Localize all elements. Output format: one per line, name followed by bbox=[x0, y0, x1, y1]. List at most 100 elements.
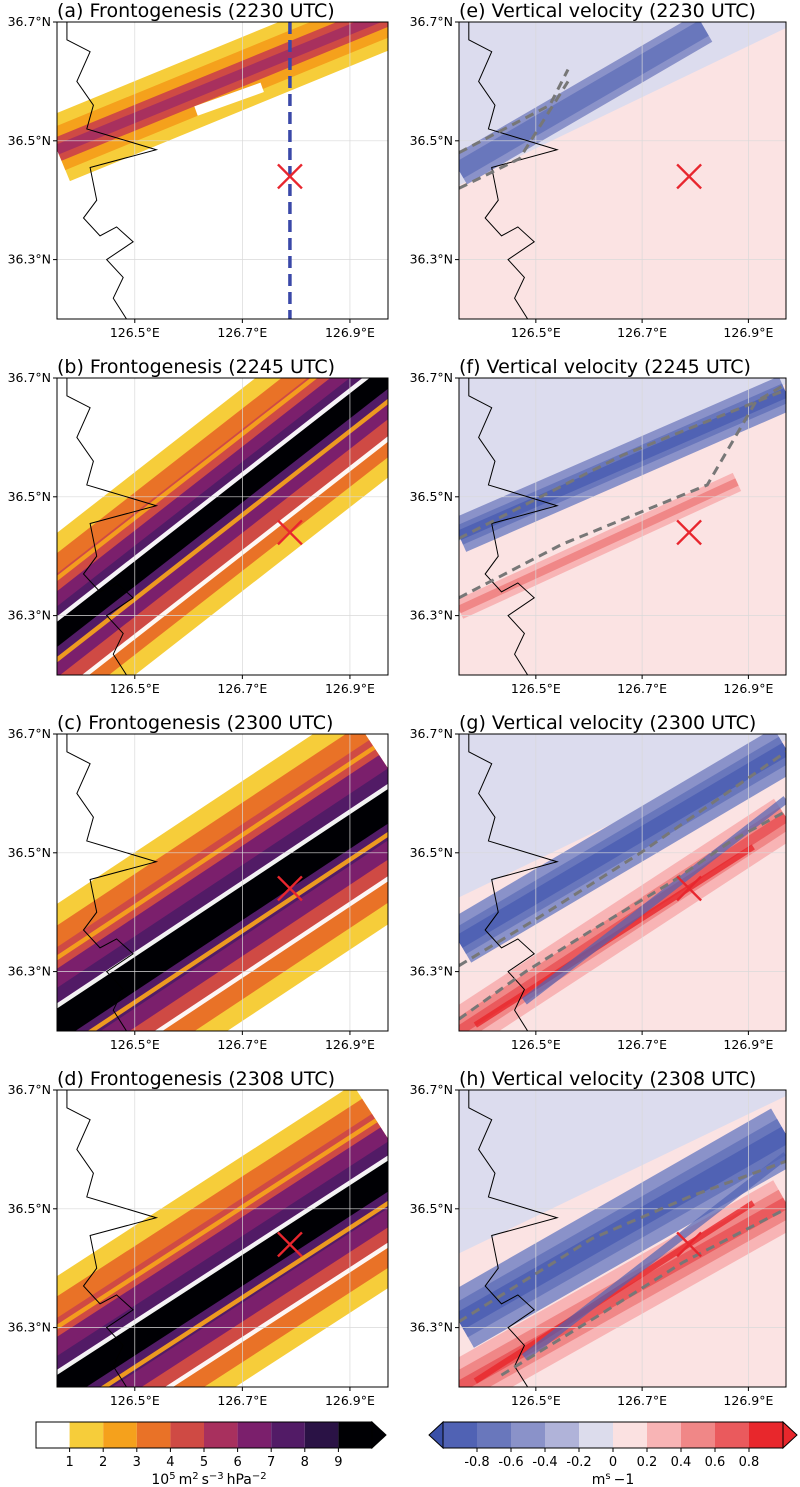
colorbar-swatch bbox=[579, 1422, 613, 1448]
x-tick-label: 126.9°E bbox=[723, 681, 773, 696]
x-tick-label: 126.9°E bbox=[325, 681, 375, 696]
colorbar-tick-label: 6 bbox=[233, 1455, 241, 1470]
x-tick-label: 126.9°E bbox=[325, 1037, 375, 1052]
y-tick-label: 36.7°N bbox=[410, 370, 453, 385]
colorbar-swatch bbox=[511, 1422, 545, 1448]
y-tick-label: 36.7°N bbox=[410, 726, 453, 741]
coastline bbox=[66, 1090, 159, 1387]
colorbar-tick-label: 7 bbox=[267, 1455, 275, 1470]
coastline bbox=[66, 734, 159, 1031]
front-line bbox=[459, 382, 786, 600]
colorbar-swatch bbox=[443, 1422, 477, 1448]
y-tick-label: 36.7°N bbox=[8, 1082, 51, 1097]
colorbar-swatch bbox=[715, 1422, 749, 1448]
y-tick-label: 36.3°N bbox=[8, 252, 51, 267]
axes-frame bbox=[458, 21, 787, 320]
y-tick-label: 36.5°N bbox=[410, 133, 453, 148]
front-line bbox=[459, 80, 570, 190]
plot-area-h bbox=[459, 1090, 786, 1387]
axes-frame bbox=[56, 377, 389, 676]
site-marker bbox=[676, 1231, 702, 1258]
panel-title: (a) Frontogenesis (2230 UTC) bbox=[57, 0, 335, 22]
panel-title: (e) Vertical velocity (2230 UTC) bbox=[459, 0, 756, 22]
coastline bbox=[468, 378, 559, 675]
front-line bbox=[459, 388, 786, 540]
colorbar-extend-arrow bbox=[782, 1420, 798, 1450]
colorbar-tick-label: 1 bbox=[65, 1455, 73, 1470]
plot-area-a bbox=[57, 22, 388, 319]
colorbar-tick-label: 0.8 bbox=[739, 1455, 760, 1470]
colorbar-swatch bbox=[681, 1422, 715, 1448]
panel-g: (g) Vertical velocity (2300 UTC) 36.7°N 36… bbox=[410, 712, 787, 1052]
colorbar-tick-label: 0.4 bbox=[671, 1455, 692, 1470]
x-tick-label: 126.5°E bbox=[511, 1393, 561, 1408]
colorbar-swatch bbox=[237, 1422, 272, 1448]
colorbar-extend-arrow bbox=[428, 1420, 444, 1450]
y-tick-label: 36.3°N bbox=[8, 608, 51, 623]
panel-h: (h) Vertical velocity (2308 UTC) 36.7°N 36… bbox=[410, 1068, 787, 1408]
coastline bbox=[468, 734, 559, 1031]
y-tick-label: 36.7°N bbox=[410, 14, 453, 29]
colorbar-extend-arrow bbox=[371, 1420, 387, 1450]
x-tick-label: 126.7°E bbox=[617, 1393, 667, 1408]
colorbar-tick-label: 0.2 bbox=[637, 1455, 658, 1470]
colorbar-tick-label: 0.6 bbox=[705, 1455, 726, 1470]
x-tick-label: 126.9°E bbox=[723, 1037, 773, 1052]
x-tick-label: 126.9°E bbox=[325, 325, 375, 340]
colorbar-swatch bbox=[613, 1422, 647, 1448]
colorbar-swatch bbox=[749, 1422, 783, 1448]
y-tick-label: 36.3°N bbox=[8, 964, 51, 979]
plot-area-d bbox=[57, 1090, 388, 1387]
colorbar-swatch bbox=[36, 1422, 70, 1448]
x-tick-label: 126.7°E bbox=[617, 681, 667, 696]
front-line bbox=[459, 809, 786, 1021]
y-tick-label: 36.7°N bbox=[8, 14, 51, 29]
colorbar-tick-label: 9 bbox=[334, 1455, 342, 1470]
y-tick-label: 36.3°N bbox=[410, 964, 453, 979]
colorbar-vertical-velocity: -0.8 -0.6 -0.4 -0.2 0 0.2 0.4 0.6 0.8 ms −1 bbox=[428, 1420, 798, 1487]
axes-frame bbox=[458, 377, 787, 676]
x-tick-label: 126.9°E bbox=[325, 1393, 375, 1408]
colorbar-swatch bbox=[170, 1422, 204, 1448]
plot-area-g bbox=[459, 734, 786, 1031]
panel-f: (f) Vertical velocity (2245 UTC) 36.7°N 36… bbox=[410, 356, 787, 696]
colorbar-tick-label: 3 bbox=[133, 1455, 141, 1470]
x-tick-label: 126.7°E bbox=[617, 1037, 667, 1052]
colorbar-swatch bbox=[103, 1422, 137, 1448]
panel-title: (b) Frontogenesis (2245 UTC) bbox=[57, 356, 335, 378]
front-line bbox=[459, 1159, 786, 1323]
panel-b: (b) Frontogenesis (2245 UTC) 36.7°N 36.5°N… bbox=[8, 356, 389, 696]
x-tick-label: 126.5°E bbox=[110, 1037, 160, 1052]
colorbar-swatch bbox=[271, 1422, 305, 1448]
colorbar-swatch bbox=[647, 1422, 681, 1448]
site-marker bbox=[277, 875, 303, 902]
x-tick-label: 126.7°E bbox=[617, 325, 667, 340]
y-tick-label: 36.7°N bbox=[8, 726, 51, 741]
site-marker bbox=[676, 875, 702, 902]
front-line bbox=[459, 68, 570, 155]
y-tick-label: 36.5°N bbox=[8, 845, 51, 860]
coastline bbox=[468, 1090, 559, 1387]
y-tick-label: 36.3°N bbox=[410, 608, 453, 623]
front-line bbox=[500, 1207, 786, 1377]
y-tick-label: 36.3°N bbox=[410, 252, 453, 267]
y-tick-label: 36.5°N bbox=[8, 133, 51, 148]
colorbar-frontogenesis: 1 2 3 4 5 6 7 8 9 105 m2 s−3 hPa−2 bbox=[35, 1420, 387, 1487]
axes-frame bbox=[56, 21, 389, 320]
colorbar-tick-label: 4 bbox=[166, 1455, 174, 1470]
plot-area-f bbox=[459, 378, 786, 675]
colorbar-swatch bbox=[69, 1422, 104, 1448]
plot-area-c bbox=[57, 734, 388, 1031]
panel-title: (d) Frontogenesis (2308 UTC) bbox=[57, 1068, 335, 1090]
x-tick-label: 126.7°E bbox=[217, 681, 267, 696]
site-marker bbox=[676, 163, 702, 190]
y-tick-label: 36.5°N bbox=[8, 1201, 51, 1216]
x-tick-label: 126.5°E bbox=[511, 325, 561, 340]
colorbar-units-label: 105 m2 s−3 hPa−2 bbox=[151, 1471, 266, 1487]
site-marker bbox=[277, 1231, 303, 1258]
colorbar-tick-label: -0.8 bbox=[464, 1455, 489, 1470]
panel-c: (c) Frontogenesis (2300 UTC) 36.7°N 36.5°N… bbox=[8, 712, 389, 1052]
site-marker bbox=[277, 519, 303, 546]
axes-frame bbox=[458, 733, 787, 1032]
